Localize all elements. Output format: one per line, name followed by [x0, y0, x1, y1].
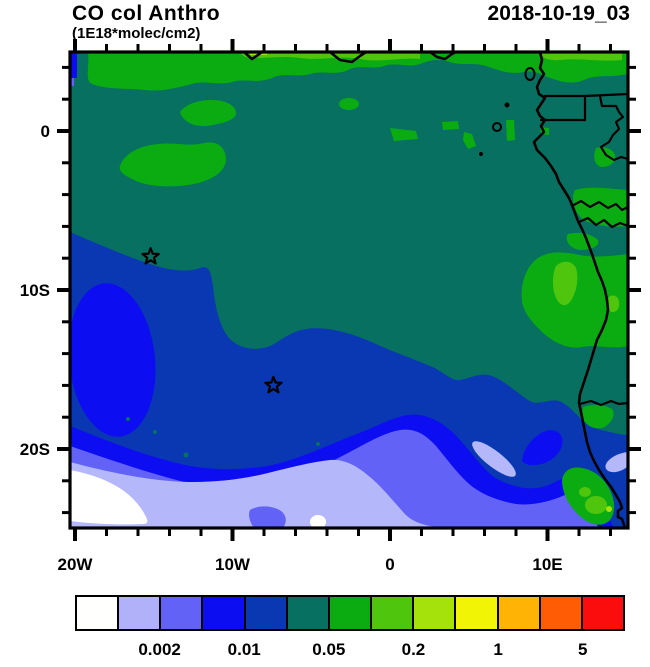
contour-region-green-small: [506, 120, 515, 141]
contour-pocket-blue: [522, 430, 563, 466]
axis-labels: 0 10S 20S 20W 10W 0 10E: [20, 122, 563, 574]
colorbar-cell: [414, 597, 457, 629]
contour-region-bright-plumecore: [552, 261, 578, 306]
contour-region-green-border: [582, 404, 614, 429]
page-title: CO col Anthro: [72, 2, 221, 25]
axis-tick-label: 0: [41, 122, 50, 141]
colorbar-cell: [456, 597, 499, 629]
teal-speck: [126, 417, 130, 421]
contour-region-bright-se: [579, 487, 591, 497]
contour-region-lavender: [70, 459, 444, 528]
axis-ticks: [57, 39, 641, 541]
contour-sliver-blue: [70, 53, 77, 78]
axis-tick-label: 20W: [58, 555, 94, 574]
axis-tick-label: 10W: [215, 555, 251, 574]
contour-region-green-land: [566, 232, 599, 250]
colorbar-cell: [245, 597, 288, 629]
contour-region-green-plume: [521, 252, 628, 348]
colorbar-tick-label: 5: [577, 640, 588, 659]
island-dot: [504, 102, 510, 108]
contour-region-bright-topright: [540, 53, 622, 61]
contour-region-bright-se: [585, 496, 607, 514]
colorbar-cell: [372, 597, 415, 629]
colorbar-tick-label: 0.01: [227, 640, 261, 659]
axis-tick-label: 10S: [20, 281, 50, 300]
contour-region-bright-topstrip: [240, 53, 420, 61]
map-frame: [68, 50, 630, 530]
contour-pocket-lavender-right: [605, 452, 628, 473]
contour-blob-slate-bottom: [249, 506, 286, 528]
contour-region-green-small: [339, 98, 359, 110]
timestamp-label: 2018-10-19_03: [487, 2, 630, 25]
contour-region-bright-small: [607, 295, 620, 313]
colorbar-tick-label: 0.05: [312, 640, 346, 659]
colorbar-tick-label: 0.2: [401, 640, 426, 659]
contour-region-white-small: [310, 515, 326, 528]
teal-speck: [316, 442, 320, 446]
country-borders: [539, 92, 628, 407]
contour-region-green-topband: [87, 52, 628, 91]
colorbar-tick-label: 0.002: [138, 640, 181, 659]
colorbar-cell: [161, 597, 204, 629]
axis-tick-label: 20S: [20, 440, 50, 459]
colorbar: [75, 595, 625, 631]
contour-region-green-small: [390, 128, 418, 141]
contour-region-green-blob: [119, 142, 226, 187]
island-dot: [479, 152, 483, 156]
contour-speck-yellowgreen: [606, 506, 612, 512]
contour-blob-blue-left: [70, 283, 156, 437]
island-outline: [524, 67, 536, 81]
units-subtitle: (1E18*molec/cm2): [72, 25, 201, 42]
star-marker: [141, 247, 160, 265]
marker-layer: [141, 247, 283, 394]
colorbar-cell: [498, 597, 541, 629]
colorbar-cell: [329, 597, 373, 629]
teal-speck: [183, 452, 189, 458]
contour-region-green-land: [594, 147, 616, 167]
colorbar-cell: [77, 597, 120, 629]
axis-tick-label: 0: [385, 555, 394, 574]
island-outline: [492, 122, 502, 132]
contour-region-green-land: [573, 187, 628, 227]
teal-speck: [153, 430, 157, 434]
colorbar-cell: [119, 597, 162, 629]
colorbar-cell: [540, 597, 583, 629]
contour-region-green-blob: [180, 100, 236, 127]
contour-sliver-slate: [70, 78, 74, 86]
axis-tick-label: 10E: [532, 555, 562, 574]
colorbar-cell: [203, 597, 246, 629]
star-marker: [264, 375, 283, 394]
contour-region-green-small: [442, 121, 459, 130]
contour-region-green-small: [463, 132, 476, 149]
contour-region-white: [70, 470, 148, 525]
colorbar-tick-label: 1: [493, 640, 503, 659]
contour-streak-lavender: [472, 441, 516, 477]
colorbar-cell: [582, 597, 624, 629]
colorbar-cell: [287, 597, 330, 629]
